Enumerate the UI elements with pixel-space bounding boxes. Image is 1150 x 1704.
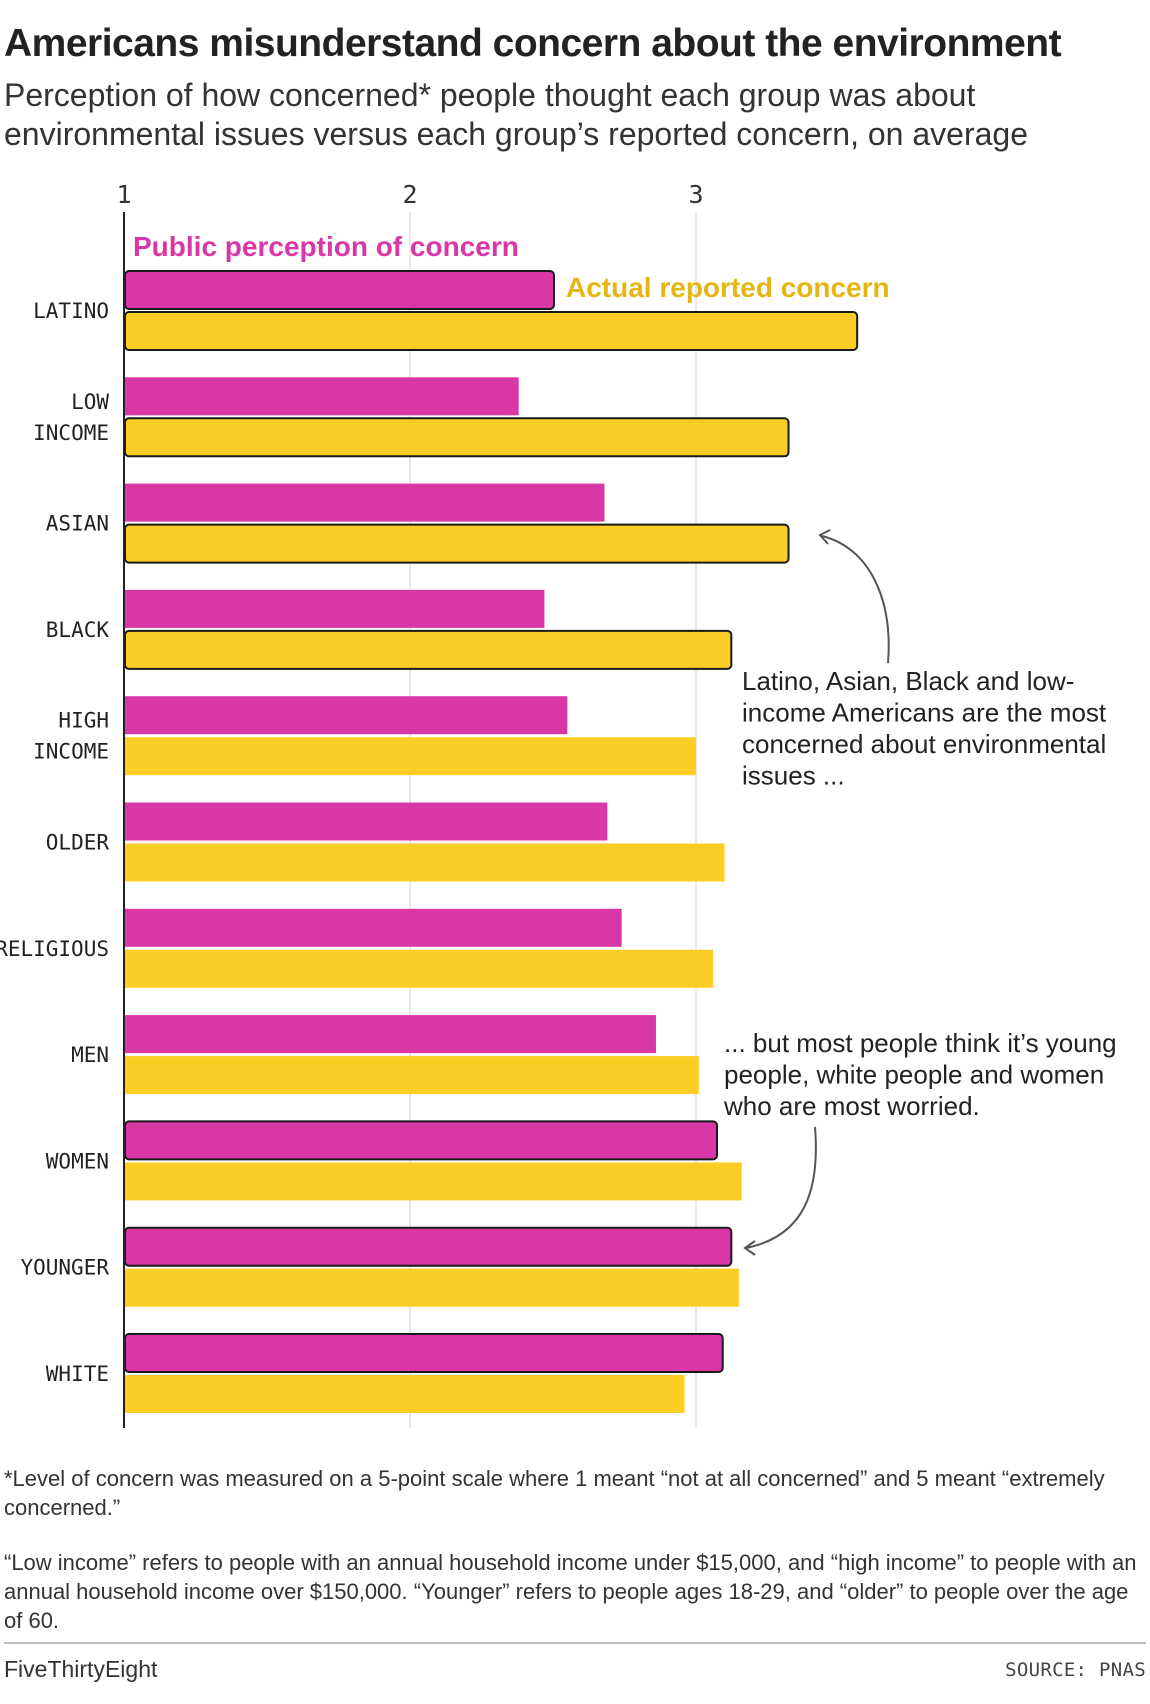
annotation-arrow-bottom	[745, 1126, 817, 1249]
category-label: BLACK	[46, 618, 110, 642]
x-tick-label: 3	[688, 180, 703, 209]
actual-bar-religious	[124, 949, 714, 988]
actual-bar-low-income	[124, 417, 790, 458]
annotations: Latino, Asian, Black and low-income Amer…	[723, 666, 1117, 1121]
category-label: WOMEN	[46, 1149, 109, 1173]
category-label: HIGH	[58, 709, 109, 733]
category-label: YOUNGER	[20, 1256, 109, 1280]
category-labels: LATINO LOW INCOME ASIAN BLACK HIGH INCOME OLDER…	[0, 299, 109, 1386]
category-label: ASIAN	[46, 512, 109, 536]
perception-bar-latino	[124, 270, 555, 310]
x-tick-label: 2	[402, 180, 417, 209]
actual-bar-younger	[124, 1268, 739, 1307]
annotation-arrow-top	[821, 535, 890, 664]
annotation-text-2: ... but most people think it’s young	[724, 1028, 1117, 1058]
category-label: WHITE	[46, 1362, 109, 1386]
actual-bar-latino	[124, 311, 859, 351]
annotation-text-2: people, white people and women	[724, 1060, 1104, 1090]
actual-bar-older	[124, 843, 725, 882]
actual-bar-high-income	[124, 737, 696, 776]
source-credit: SOURCE: PNAS	[1005, 1659, 1146, 1681]
annotation-text-2: who are most worried.	[723, 1091, 980, 1121]
actual-bar-black	[124, 629, 733, 670]
perception-bar-white	[124, 1333, 724, 1373]
perception-bar-religious	[124, 908, 622, 947]
annotation-text-1: Latino, Asian, Black and low-	[742, 666, 1074, 696]
annotation-text-1: issues ...	[742, 761, 845, 791]
perception-bar-high-income	[124, 696, 568, 735]
perception-bar-low-income	[124, 377, 519, 416]
x-tick-labels: 1 2 3	[116, 180, 703, 209]
perception-bar-black	[124, 589, 545, 628]
bars	[124, 270, 859, 1413]
annotation-text-1: income Americans are the most	[742, 698, 1107, 728]
bar-chart: 1 2 3 LATINO LOW INCOME ASIAN BLACK HIGH INCOME O…	[0, 180, 1117, 1428]
perception-bar-older	[124, 802, 608, 841]
actual-bar-asian	[124, 523, 790, 564]
category-label: INCOME	[33, 740, 109, 764]
actual-bar-women	[124, 1162, 742, 1201]
footer-divider	[4, 1642, 1146, 1644]
category-label: MEN	[71, 1043, 109, 1067]
perception-bar-asian	[124, 483, 605, 522]
perception-bar-women	[124, 1120, 719, 1161]
chart-subtitle: Perception of how concerned* people thou…	[4, 77, 1028, 152]
category-label: INCOME	[33, 421, 109, 445]
category-label: OLDER	[46, 831, 110, 855]
legend-actual: Actual reported concern	[566, 272, 890, 303]
legend-perception: Public perception of concern	[133, 231, 519, 262]
chart-title: Americans misunderstand concern about th…	[4, 22, 1062, 65]
annotation-arrow-bottom-head	[743, 1240, 756, 1256]
category-label: RELIGIOUS	[0, 937, 109, 961]
category-label: LOW	[71, 390, 109, 414]
brand-name: FiveThirtyEight	[4, 1656, 158, 1682]
annotation-text-1: concerned about environmental	[742, 729, 1106, 759]
legend: Public perception of concern Actual repor…	[133, 231, 890, 303]
definitions-note: “Low income” refers to people with an an…	[4, 1550, 1137, 1633]
actual-bar-white	[124, 1375, 685, 1413]
footnote: *Level of concern was measured on a 5-po…	[4, 1466, 1105, 1520]
actual-bar-men	[124, 1056, 699, 1095]
annotation-arrow-top-head	[818, 529, 831, 545]
x-tick-label: 1	[116, 180, 131, 209]
perception-bar-younger	[124, 1226, 733, 1267]
perception-bar-men	[124, 1015, 656, 1054]
category-label: LATINO	[33, 299, 109, 323]
